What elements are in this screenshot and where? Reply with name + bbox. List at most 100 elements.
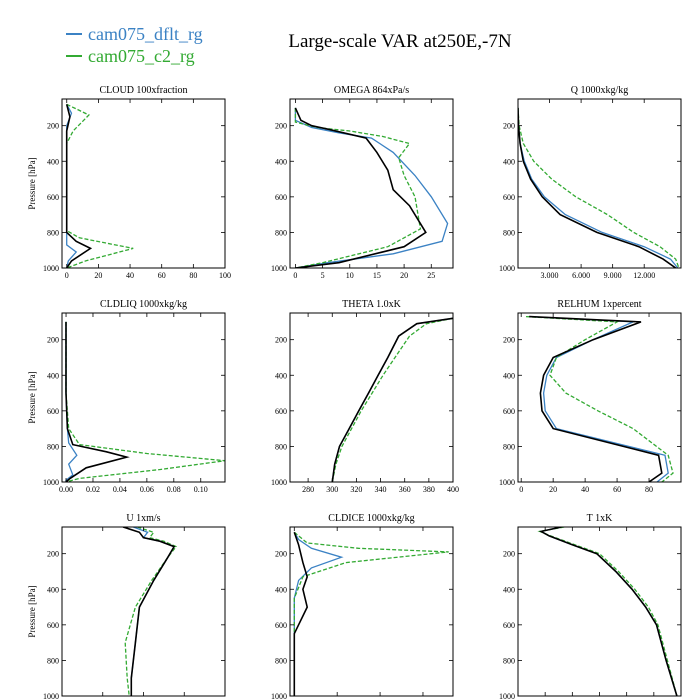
panel-4: THETA 1.0xK 280 300 320 340 360 380 400 200 400 60…	[271, 299, 459, 494]
x-tick-label: 360	[399, 485, 411, 494]
y-tick-label: 1000	[43, 264, 59, 273]
x-tick-label: 25	[427, 271, 435, 280]
x-tick-label: 10	[346, 271, 354, 280]
x-tick-label: 380	[423, 485, 435, 494]
x-tick-label: 0.06	[140, 485, 154, 494]
x-tick-label: 60	[613, 485, 621, 494]
x-tick-label: 300	[326, 485, 338, 494]
series-line-cam075_c2_rg	[331, 317, 453, 482]
y-tick-label: 200	[503, 550, 515, 559]
series-line-cam075_dflt_rg	[294, 107, 449, 268]
plot-frame	[517, 526, 682, 697]
series-line-cam075_c2_rg	[525, 315, 674, 482]
plot-frame	[289, 526, 454, 697]
panel-1: OMEGA 864xPa/s 0 5 10 15 20 25 200 400 600 800 1000	[271, 85, 454, 280]
y-tick-label: 400	[275, 585, 287, 594]
panel-title: CLOUD 100xfraction	[99, 85, 187, 96]
panel-0: CLOUD 100xfraction Pressure [hPa] 0 20 40 60 8…	[27, 85, 231, 280]
series-line-cam075_dflt_rg	[518, 107, 679, 268]
y-tick-label: 400	[47, 371, 59, 380]
y-tick-label: 800	[275, 442, 287, 451]
y-tick-label: 600	[503, 193, 515, 202]
y-axis-label: Pressure [hPa]	[27, 371, 37, 423]
series-line-cam075_c2_rg	[293, 531, 449, 696]
series-line-cam075_c2_rg	[537, 527, 678, 696]
series-line-cam075_dflt_rg	[130, 527, 176, 696]
figure-title: Large-scale VAR at250E,-7N	[288, 31, 511, 52]
panel-grid: CLOUD 100xfraction Pressure [hPa] 0 20 40 60 8…	[27, 85, 687, 700]
series-line-cam075_dflt_rg	[539, 527, 678, 696]
panel-2: Q 1000xkg/kg 3.000 6.000 9.000 12.000 200 400 6…	[499, 85, 682, 280]
panel-3: CLDLIQ 1000xkg/kg Pressure [hPa] 0.00 0.02 0…	[27, 299, 226, 494]
series-line-reference	[518, 107, 677, 268]
panel-title: U 1xm/s	[126, 513, 160, 524]
panel-title: Q 1000xkg/kg	[571, 85, 629, 96]
x-tick-label: 20	[549, 485, 557, 494]
series-line-reference	[538, 527, 678, 696]
x-tick-label: 40	[126, 271, 134, 280]
series-line-cam075_c2_rg	[65, 321, 225, 482]
legend: cam075_dflt_rg cam075_c2_rg	[66, 24, 203, 66]
x-tick-label: 15	[373, 271, 381, 280]
y-tick-label: 400	[47, 585, 59, 594]
x-tick-label: 12.000	[633, 271, 655, 280]
legend-label-c2: cam075_c2_rg	[88, 46, 195, 66]
x-tick-label: 0.04	[113, 485, 127, 494]
panel-title: OMEGA 864xPa/s	[334, 85, 409, 96]
x-tick-label: 0.02	[86, 485, 100, 494]
y-tick-label: 200	[47, 550, 59, 559]
y-tick-label: 1000	[271, 692, 287, 700]
x-tick-label: 6.000	[572, 271, 590, 280]
y-tick-label: 600	[503, 621, 515, 630]
x-tick-label: 400	[447, 485, 459, 494]
x-tick-label: 0	[293, 271, 297, 280]
y-tick-label: 200	[275, 122, 287, 131]
panel-5: RELHUM 1xpercent 0 20 40 60 80 200 400 600 800 100…	[499, 299, 682, 494]
legend-label-dflt: cam075_dflt_rg	[88, 24, 203, 44]
series-line-reference	[331, 317, 453, 482]
series-line-cam075_c2_rg	[66, 103, 134, 268]
y-tick-label: 1000	[271, 264, 287, 273]
panel-title: RELHUM 1xpercent	[557, 299, 641, 310]
y-tick-label: 1000	[499, 692, 515, 700]
y-tick-label: 800	[47, 656, 59, 665]
x-tick-label: 80	[645, 485, 653, 494]
y-tick-label: 800	[47, 442, 59, 451]
x-tick-label: 0	[65, 271, 69, 280]
series-line-reference	[293, 532, 309, 696]
plot-frame	[61, 312, 226, 483]
x-tick-label: 340	[375, 485, 387, 494]
y-tick-label: 600	[47, 407, 59, 416]
y-axis-label: Pressure [hPa]	[27, 157, 37, 209]
y-tick-label: 800	[47, 228, 59, 237]
plot-frame	[289, 312, 454, 483]
x-tick-label: 320	[350, 485, 362, 494]
series-line-reference	[122, 527, 176, 696]
y-tick-label: 400	[275, 371, 287, 380]
series-line-reference	[529, 315, 663, 482]
plot-frame	[289, 98, 454, 269]
series-line-reference	[294, 107, 427, 268]
y-tick-label: 200	[47, 336, 59, 345]
y-tick-label: 200	[503, 336, 515, 345]
panel-title: CLDICE 1000xkg/kg	[328, 513, 414, 524]
x-tick-label: 40	[581, 485, 589, 494]
y-tick-label: 600	[275, 193, 287, 202]
panel-title: THETA 1.0xK	[342, 299, 401, 310]
series-line-cam075_c2_rg	[124, 527, 178, 696]
y-tick-label: 1000	[499, 478, 515, 487]
x-tick-label: 20	[94, 271, 102, 280]
series-line-cam075_dflt_rg	[65, 321, 78, 482]
panel-title: CLDLIQ 1000xkg/kg	[100, 299, 187, 310]
y-tick-label: 200	[275, 336, 287, 345]
y-tick-label: 400	[503, 371, 515, 380]
x-tick-label: 5	[321, 271, 325, 280]
y-tick-label: 800	[503, 228, 515, 237]
x-tick-label: 3.000	[541, 271, 559, 280]
panel-title: T 1xK	[587, 513, 613, 524]
y-axis-label: Pressure [hPa]	[27, 585, 37, 637]
x-tick-label: 20	[400, 271, 408, 280]
y-tick-label: 800	[503, 656, 515, 665]
